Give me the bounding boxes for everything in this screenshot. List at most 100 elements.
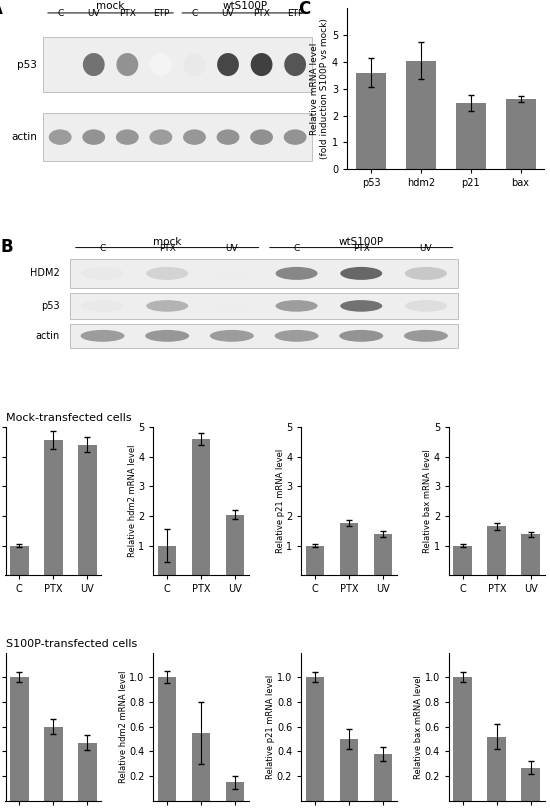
Ellipse shape (146, 300, 188, 311)
Text: wtS100P: wtS100P (222, 2, 267, 11)
Ellipse shape (339, 330, 383, 341)
Bar (456, 103, 486, 169)
Ellipse shape (211, 300, 253, 311)
Bar (192, 733, 211, 801)
Bar (306, 545, 324, 575)
Text: UV: UV (222, 9, 234, 18)
Bar (521, 768, 540, 801)
Text: mock: mock (153, 236, 182, 247)
Bar (306, 677, 324, 801)
Ellipse shape (404, 330, 448, 341)
Bar (78, 445, 97, 575)
Text: C: C (294, 244, 300, 252)
Ellipse shape (217, 129, 239, 145)
Bar (158, 677, 177, 801)
Bar (226, 515, 244, 575)
Ellipse shape (340, 267, 382, 280)
Ellipse shape (150, 53, 172, 76)
Bar (373, 534, 392, 575)
Bar (226, 782, 244, 801)
Bar (406, 61, 436, 169)
Ellipse shape (146, 267, 188, 280)
Bar (339, 739, 358, 801)
Text: HDM2: HDM2 (30, 269, 59, 278)
Bar (339, 523, 358, 575)
Ellipse shape (284, 53, 306, 76)
Text: UV: UV (226, 244, 238, 252)
Ellipse shape (183, 129, 206, 145)
Ellipse shape (145, 330, 189, 341)
Text: PTX: PTX (253, 9, 270, 18)
Y-axis label: Relative bax mRNA level: Relative bax mRNA level (424, 449, 432, 553)
Bar (192, 438, 211, 575)
Text: UV: UV (87, 9, 100, 18)
Ellipse shape (405, 300, 447, 311)
Bar (453, 677, 472, 801)
Y-axis label: Relative hdm2 mRNA level: Relative hdm2 mRNA level (119, 671, 128, 783)
Ellipse shape (150, 129, 172, 145)
Ellipse shape (274, 330, 318, 341)
Text: C: C (100, 244, 106, 252)
Ellipse shape (184, 53, 205, 76)
Y-axis label: Relative mRNA level
(fold induction S100P vs mock): Relative mRNA level (fold induction S100… (310, 19, 329, 159)
Text: PTX: PTX (119, 9, 136, 18)
Bar (10, 677, 29, 801)
Text: C: C (298, 0, 310, 18)
Text: p53: p53 (17, 60, 37, 70)
Text: UV: UV (420, 244, 432, 252)
Bar (356, 73, 386, 169)
Text: actin: actin (11, 132, 37, 142)
Text: ETP: ETP (287, 9, 304, 18)
Text: PTX: PTX (159, 244, 175, 252)
FancyBboxPatch shape (70, 324, 458, 348)
Ellipse shape (81, 267, 124, 280)
Y-axis label: Relative p21 mRNA level: Relative p21 mRNA level (266, 675, 276, 779)
Bar (44, 440, 63, 575)
Bar (78, 743, 97, 801)
Text: mock: mock (96, 2, 125, 11)
Ellipse shape (83, 53, 104, 76)
Ellipse shape (81, 300, 124, 311)
Ellipse shape (49, 129, 72, 145)
FancyBboxPatch shape (70, 259, 458, 288)
FancyBboxPatch shape (43, 37, 312, 92)
Ellipse shape (276, 267, 317, 280)
Ellipse shape (211, 267, 253, 280)
FancyBboxPatch shape (70, 293, 458, 319)
Bar (453, 545, 472, 575)
Y-axis label: Relative bax mRNA level: Relative bax mRNA level (414, 675, 424, 778)
Bar (158, 545, 177, 575)
Bar (10, 545, 29, 575)
Bar (487, 737, 506, 801)
Text: S100P-transfected cells: S100P-transfected cells (6, 639, 137, 649)
Ellipse shape (117, 53, 138, 76)
Text: ETP: ETP (153, 9, 169, 18)
FancyBboxPatch shape (43, 113, 312, 161)
Bar (373, 754, 392, 801)
Bar (505, 99, 536, 169)
Text: p53: p53 (41, 301, 59, 311)
Text: C: C (191, 9, 197, 18)
Ellipse shape (250, 129, 273, 145)
Ellipse shape (251, 53, 272, 76)
Ellipse shape (80, 330, 124, 341)
Bar (487, 527, 506, 575)
Bar (521, 535, 540, 575)
Text: actin: actin (35, 331, 59, 341)
Y-axis label: Relative p21 mRNA level: Relative p21 mRNA level (276, 449, 284, 553)
Ellipse shape (340, 300, 382, 311)
Ellipse shape (284, 129, 306, 145)
Text: wtS100P: wtS100P (339, 236, 384, 247)
Text: PTX: PTX (353, 244, 370, 252)
Text: C: C (57, 9, 63, 18)
Ellipse shape (276, 300, 317, 311)
Text: B: B (0, 239, 13, 256)
Ellipse shape (405, 267, 447, 280)
Ellipse shape (210, 330, 254, 341)
Ellipse shape (82, 129, 105, 145)
Ellipse shape (116, 129, 139, 145)
Ellipse shape (217, 53, 239, 76)
Text: A: A (0, 0, 3, 18)
Y-axis label: Relative hdm2 mRNA level: Relative hdm2 mRNA level (128, 445, 137, 557)
Bar (44, 726, 63, 801)
